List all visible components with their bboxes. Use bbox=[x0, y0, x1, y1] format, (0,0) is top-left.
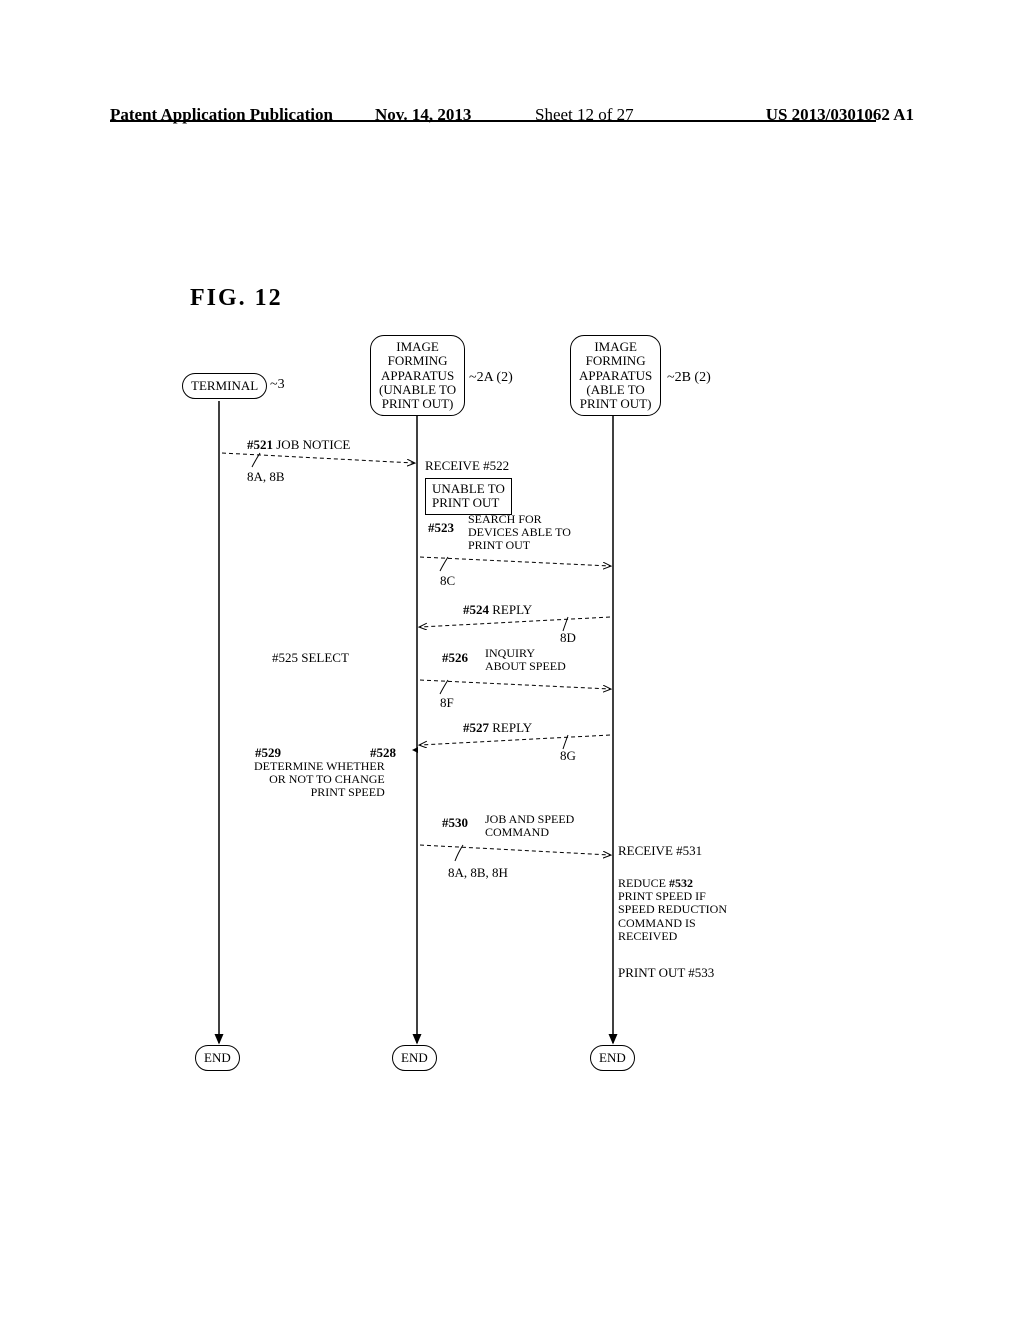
s521-ref: 8A, 8B bbox=[247, 469, 285, 485]
s525-label: #525 SELECT bbox=[272, 650, 349, 666]
apparatus-a-node: IMAGEFORMINGAPPARATUS(UNABLE TOPRINT OUT… bbox=[370, 335, 465, 416]
end-apparatus-b: END bbox=[590, 1045, 635, 1071]
s527-ref: 8G bbox=[560, 748, 576, 764]
end-terminal: END bbox=[195, 1045, 240, 1071]
s530-ref: 8A, 8B, 8H bbox=[448, 865, 508, 881]
sheet-label: Sheet 12 of 27 bbox=[535, 105, 634, 125]
figure-label: FIG. 12 bbox=[190, 285, 283, 312]
date-label: Nov. 14, 2013 bbox=[375, 105, 471, 125]
s532-text: REDUCE #532PRINT SPEED IFSPEED REDUCTION… bbox=[618, 877, 727, 943]
s526-text: INQUIRYABOUT SPEED bbox=[485, 647, 566, 673]
apparatus-b-text: IMAGEFORMINGAPPARATUS(ABLE TOPRINT OUT) bbox=[579, 339, 652, 411]
unable-box: UNABLE TOPRINT OUT bbox=[425, 478, 512, 515]
s533-label: PRINT OUT #533 bbox=[618, 965, 714, 981]
flow-diagram: TERMINAL ~3 IMAGEFORMINGAPPARATUS(UNABLE… bbox=[170, 325, 890, 1155]
s527-label: #527 REPLY bbox=[463, 720, 532, 736]
apparatus-b-ref: ~2B (2) bbox=[667, 370, 711, 386]
terminal-ref: ~3 bbox=[270, 377, 285, 393]
publication-label: Patent Application Publication bbox=[110, 105, 333, 125]
apparatus-b-node: IMAGEFORMINGAPPARATUS(ABLE TOPRINT OUT) bbox=[570, 335, 661, 416]
apparatus-a-text: IMAGEFORMINGAPPARATUS(UNABLE TOPRINT OUT… bbox=[379, 339, 456, 411]
s530-label: #530 bbox=[442, 815, 468, 831]
s523-text: SEARCH FORDEVICES ABLE TOPRINT OUT bbox=[468, 513, 571, 553]
s530-text: JOB AND SPEEDCOMMAND bbox=[485, 813, 574, 839]
s526-ref: 8F bbox=[440, 695, 454, 711]
terminal-node: TERMINAL bbox=[182, 373, 267, 399]
end-apparatus-a: END bbox=[392, 1045, 437, 1071]
patent-number: US 2013/0301062 A1 bbox=[766, 105, 914, 125]
header-rule bbox=[110, 120, 876, 122]
s524-label: #524 REPLY bbox=[463, 602, 532, 618]
s523-label: #523 bbox=[428, 520, 454, 536]
s522-label: RECEIVE #522 bbox=[425, 458, 509, 474]
s521-label: #521 JOB NOTICE bbox=[247, 437, 350, 453]
s524-ref: 8D bbox=[560, 630, 576, 646]
s529-text: DETERMINE WHETHEROR NOT TO CHANGEPRINT S… bbox=[254, 760, 385, 800]
s523-ref: 8C bbox=[440, 573, 455, 589]
s531-label: RECEIVE #531 bbox=[618, 843, 702, 859]
apparatus-a-ref: ~2A (2) bbox=[469, 370, 513, 386]
s526-label: #526 bbox=[442, 650, 468, 666]
